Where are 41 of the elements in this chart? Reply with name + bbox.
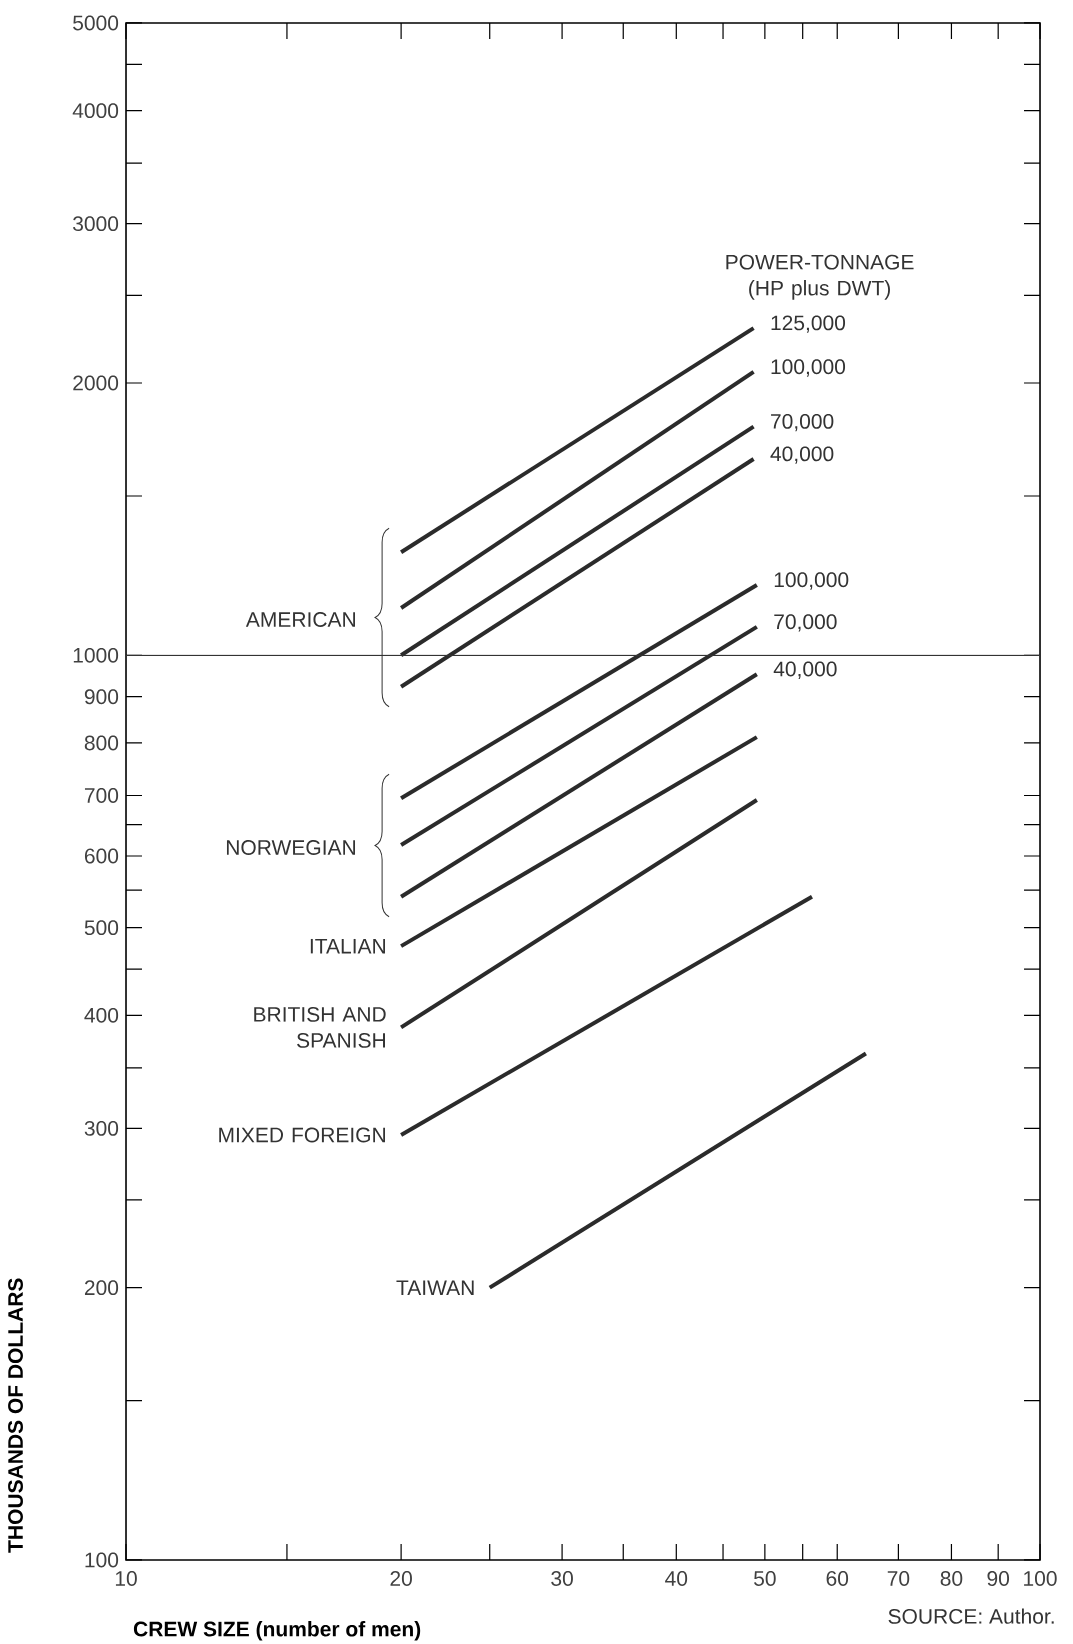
series-label: 70,000 — [771, 413, 834, 432]
x-tick-label: 20 — [390, 1571, 412, 1586]
y-tick-label: 900 — [84, 689, 119, 705]
y-tick-label: 300 — [84, 1120, 119, 1136]
series-label: 100,000 — [771, 359, 846, 377]
y-tick-label: 4000 — [72, 103, 119, 119]
x-tick-label: 60 — [826, 1571, 849, 1586]
annotation: AMERICAN — [245, 612, 355, 627]
y-tick-label: 600 — [84, 848, 119, 864]
y-tick-label: 2000 — [73, 375, 119, 391]
y-tick-label: 500 — [84, 920, 119, 936]
series-label: 125,000 — [771, 315, 846, 333]
annotation: TAIWAN — [396, 1280, 474, 1295]
annotation: NORWEGIAN — [226, 840, 356, 855]
legend-title: POWER-TONNAGE (HP plus DWT) — [726, 254, 914, 300]
series-label: 100,000 — [774, 572, 849, 590]
y-tick-label: 800 — [84, 735, 119, 751]
x-tick-label: 80 — [940, 1571, 963, 1586]
x-tick-label: 70 — [887, 1571, 910, 1586]
x-axis-title: CREW SIZE (number of men) — [133, 1621, 421, 1641]
series-label: 40,000 — [770, 446, 834, 464]
y-tick-label: 400 — [84, 1007, 119, 1023]
x-tick-label: 50 — [754, 1571, 776, 1586]
series-label: 40,000 — [773, 661, 837, 679]
y-tick-label: 3000 — [73, 216, 119, 232]
y-tick-label: 700 — [84, 788, 119, 803]
x-tick-label: 30 — [551, 1571, 573, 1586]
x-tick-label: 100 — [1024, 1571, 1057, 1586]
series-label: 70,000 — [774, 614, 837, 632]
annotation: BRITISH AND SPANISH — [254, 1006, 386, 1048]
annotation: MIXED FOREIGN — [219, 1127, 385, 1143]
y-tick-label: 200 — [84, 1280, 119, 1296]
annotation: ITALIAN — [310, 938, 386, 954]
x-tick-label: 10 — [115, 1571, 137, 1586]
y-tick-label: 1000 — [73, 647, 119, 663]
x-tick-label: 90 — [987, 1571, 1010, 1586]
x-tick-label: 40 — [665, 1571, 688, 1586]
y-tick-label: 5000 — [73, 15, 119, 31]
y-axis-title: THOUSANDS OF DOLLARS — [8, 1278, 23, 1553]
y-tick-label: 100 — [85, 1552, 119, 1568]
source-note: SOURCE: Author. — [888, 1608, 1054, 1624]
